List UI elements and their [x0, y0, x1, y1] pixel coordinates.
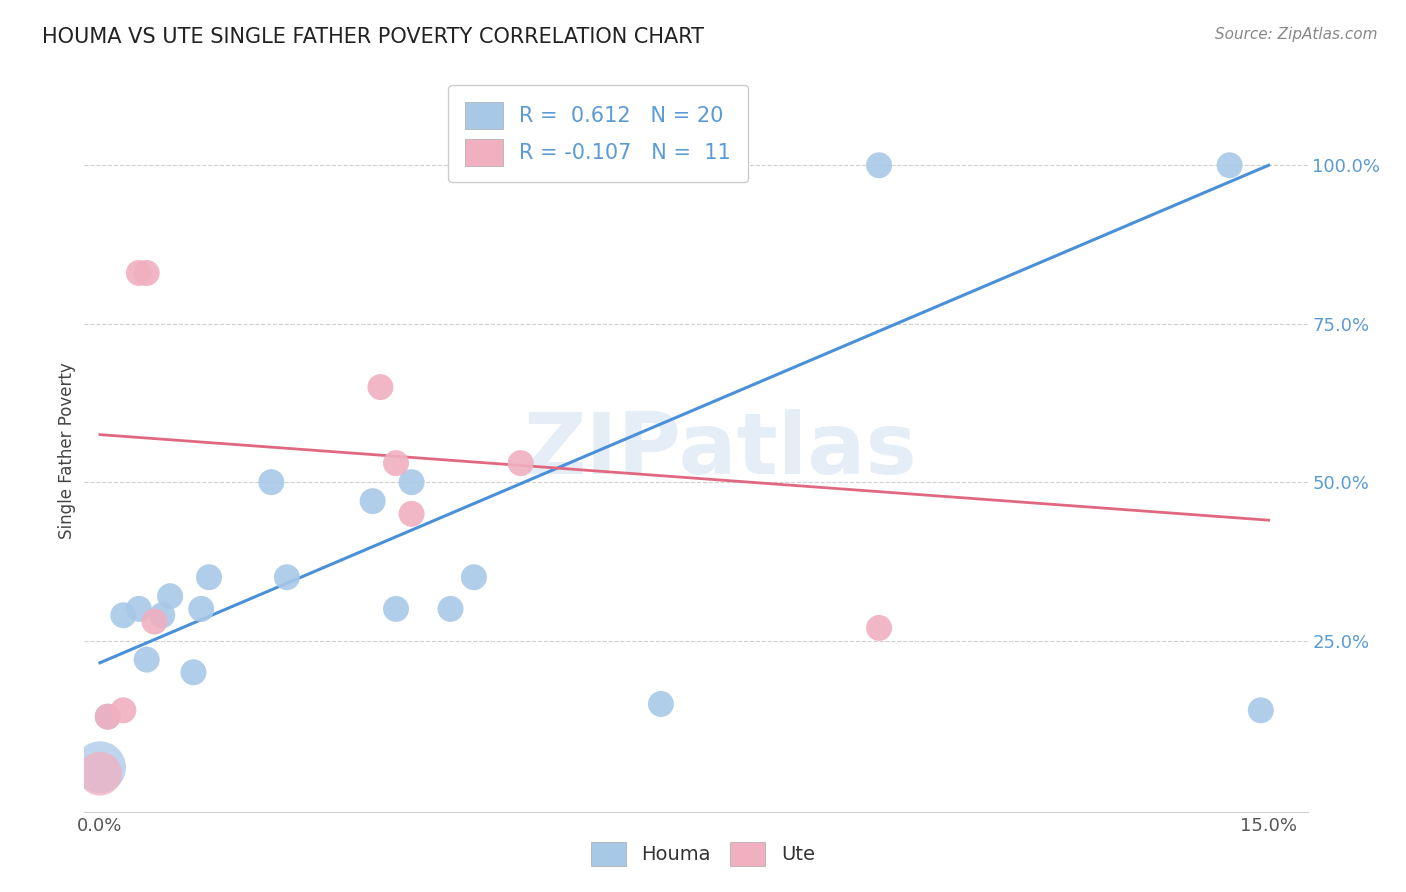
Point	[385, 602, 408, 616]
Point	[159, 589, 181, 603]
Point	[361, 494, 384, 508]
Point	[97, 709, 120, 723]
Point	[135, 266, 157, 280]
Text: ZIPatlas: ZIPatlas	[523, 409, 917, 492]
Point	[509, 456, 531, 470]
Point	[650, 697, 672, 711]
Point	[89, 760, 111, 774]
Point	[135, 652, 157, 666]
Point	[97, 709, 120, 723]
Point	[198, 570, 221, 584]
Point	[401, 475, 423, 490]
Point	[401, 507, 423, 521]
Point	[1250, 703, 1272, 717]
Point	[150, 608, 173, 623]
Point	[183, 665, 205, 680]
Y-axis label: Single Father Poverty: Single Father Poverty	[58, 362, 76, 539]
Point	[439, 602, 461, 616]
Point	[128, 266, 150, 280]
Point	[143, 615, 166, 629]
Point	[868, 621, 890, 635]
Point	[463, 570, 485, 584]
Point	[260, 475, 283, 490]
Point	[112, 703, 135, 717]
Point	[89, 766, 111, 780]
Point	[868, 158, 890, 172]
Point	[112, 608, 135, 623]
Point	[276, 570, 298, 584]
Text: HOUMA VS UTE SINGLE FATHER POVERTY CORRELATION CHART: HOUMA VS UTE SINGLE FATHER POVERTY CORRE…	[42, 27, 704, 46]
Text: Source: ZipAtlas.com: Source: ZipAtlas.com	[1215, 27, 1378, 42]
Point	[385, 456, 408, 470]
Point	[1219, 158, 1241, 172]
Point	[190, 602, 212, 616]
Point	[128, 602, 150, 616]
Legend: Houma, Ute: Houma, Ute	[583, 834, 823, 873]
Point	[370, 380, 392, 394]
Legend: R =  0.612   N = 20, R = -0.107   N =  11: R = 0.612 N = 20, R = -0.107 N = 11	[449, 85, 748, 183]
